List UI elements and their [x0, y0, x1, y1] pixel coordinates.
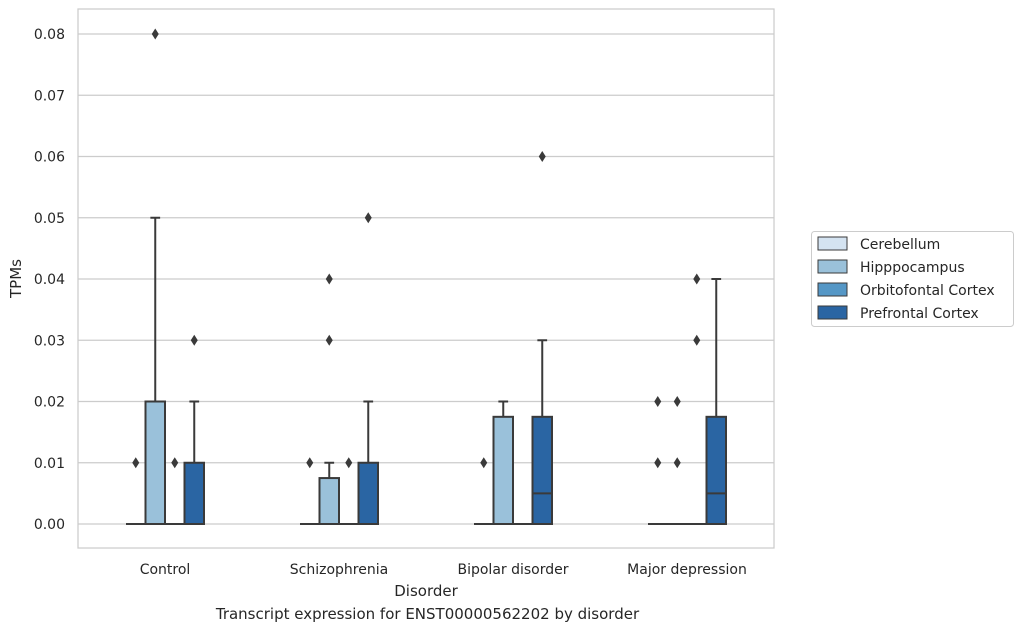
- chart-caption: Transcript expression for ENST0000056220…: [215, 605, 640, 623]
- box-rect: [531, 415, 553, 525]
- x-tick-label: Schizophrenia: [290, 562, 388, 578]
- box-cerebellum: [474, 457, 494, 525]
- box-prefrontal-cortex: [183, 334, 205, 525]
- box-orbitofontal-cortex: [339, 457, 359, 525]
- box-orbitofontal-cortex: [687, 273, 707, 525]
- y-tick-label: 0.00: [34, 517, 65, 533]
- y-tick-label: 0.08: [34, 27, 65, 43]
- box-orbitofontal-cortex: [165, 457, 185, 525]
- y-tick-label: 0.07: [34, 88, 65, 104]
- gridlines: [78, 33, 774, 525]
- y-tick-label: 0.05: [34, 211, 65, 227]
- outlier-point: [325, 273, 333, 285]
- outlier-point: [654, 396, 662, 407]
- box-cerebellum: [648, 396, 668, 525]
- box-cerebellum: [300, 457, 320, 525]
- box-prefrontal-cortex: [705, 278, 727, 525]
- outlier-point: [345, 457, 353, 469]
- box-prefrontal-cortex: [531, 151, 553, 525]
- outlier-point: [673, 457, 681, 469]
- legend-swatch: [817, 305, 848, 320]
- plot-area-frame: [77, 8, 775, 549]
- outlier-point: [364, 212, 372, 224]
- outlier-point: [325, 334, 333, 346]
- outlier-point: [171, 457, 179, 469]
- x-axis-ticks: Control Schizophrenia Bipolar disorder Majo…: [140, 562, 747, 578]
- y-axis-ticks: 0.00 0.01 0.02 0.03 0.04 0.05 0.06 0.07 0.08: [34, 27, 65, 533]
- box-series-group: [126, 28, 727, 525]
- outlier-point: [654, 457, 662, 469]
- outlier-point: [693, 273, 701, 285]
- outlier-point: [693, 334, 701, 346]
- outlier-point: [132, 457, 140, 469]
- outlier-point: [151, 28, 159, 40]
- outlier-point: [673, 396, 681, 407]
- outlier-point: [190, 334, 198, 346]
- x-tick-label: Major depression: [627, 562, 747, 578]
- y-tick-label: 0.06: [34, 150, 65, 166]
- legend-frame: [811, 231, 1014, 327]
- legend-swatch: [817, 259, 848, 274]
- box-prefrontal-cortex: [357, 212, 379, 525]
- y-axis-title: TPMs: [7, 259, 25, 299]
- y-tick-label: 0.03: [34, 333, 65, 349]
- x-tick-label: Bipolar disorder: [457, 562, 568, 578]
- legend-label: Hipppocampus: [860, 260, 965, 276]
- legend-label: Orbitofontal Cortex: [860, 283, 995, 299]
- y-tick-label: 0.04: [34, 272, 65, 288]
- legend-label: Prefrontal Cortex: [860, 306, 979, 322]
- y-tick-label: 0.02: [34, 395, 65, 411]
- box-hipppocampus: [667, 396, 687, 525]
- box-rect: [705, 415, 727, 525]
- box-rect: [144, 400, 166, 525]
- legend-swatch: [817, 282, 848, 297]
- box-rect: [318, 477, 340, 525]
- box-hipppocampus: [318, 273, 340, 525]
- box-rect: [492, 415, 514, 525]
- legend-label: Cerebellum: [860, 237, 940, 253]
- legend-swatch: [817, 236, 848, 251]
- box-hipppocampus: [144, 28, 166, 525]
- box-rect: [183, 461, 205, 525]
- y-tick-label: 0.01: [34, 456, 65, 472]
- outlier-point: [480, 457, 488, 469]
- x-tick-label: Control: [140, 562, 191, 578]
- box-rect: [357, 461, 379, 525]
- legend: Cerebellum Hipppocampus Orbitofontal Corte…: [811, 231, 1014, 327]
- x-axis-title: Disorder: [394, 582, 458, 600]
- box-cerebellum: [126, 457, 146, 525]
- outlier-point: [538, 151, 546, 162]
- box-hipppocampus: [492, 400, 514, 525]
- outlier-point: [306, 457, 314, 469]
